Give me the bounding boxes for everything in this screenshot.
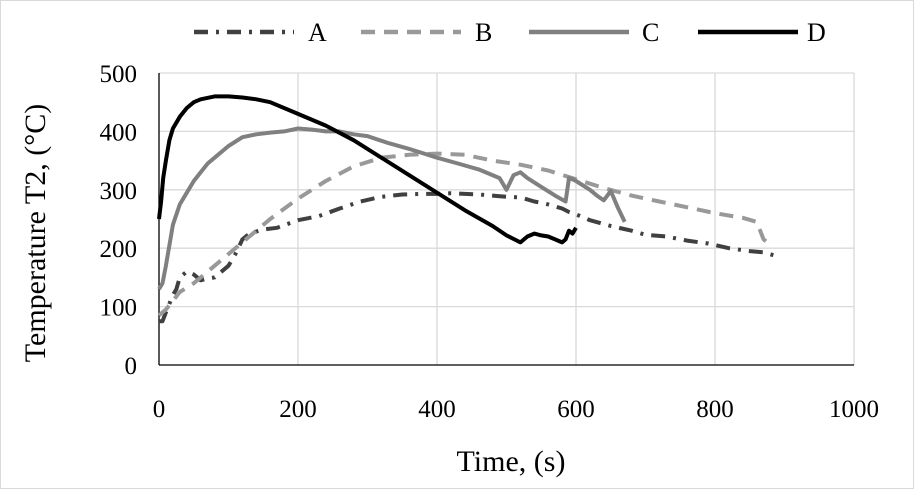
x-axis-title: Time, (s) — [457, 445, 566, 478]
y-tick-label: 200 — [100, 236, 138, 263]
series-line-a — [159, 191, 779, 324]
y-tick-label: 300 — [100, 178, 138, 205]
x-tick-label: 600 — [557, 396, 595, 423]
legend-label-c: C — [642, 18, 659, 47]
legend-label-d: D — [807, 18, 826, 47]
series-line-c — [157, 126, 627, 291]
x-tick-label: 1000 — [829, 396, 879, 423]
y-tick-label: 0 — [125, 353, 138, 380]
x-tick-label: 0 — [153, 396, 166, 423]
legend-label-a: A — [308, 18, 327, 47]
tick-labels: 0 200 400 600 800 1000 0 100 200 300 400 500 — [100, 61, 880, 423]
x-tick-label: 400 — [418, 396, 456, 423]
legend: A B C D — [194, 18, 826, 47]
y-axis-title: Temperature T2, (°C) — [19, 104, 52, 362]
x-tick-label: 200 — [279, 396, 317, 423]
y-tick-label: 500 — [100, 61, 138, 88]
data-series — [157, 94, 779, 324]
gridlines — [159, 72, 855, 365]
series-line-d — [157, 94, 578, 245]
y-tick-label: 100 — [100, 295, 138, 322]
legend-label-b: B — [475, 18, 492, 47]
y-tick-label: 400 — [100, 119, 138, 146]
x-tick-label: 800 — [696, 396, 734, 423]
series-line-b — [157, 151, 772, 317]
